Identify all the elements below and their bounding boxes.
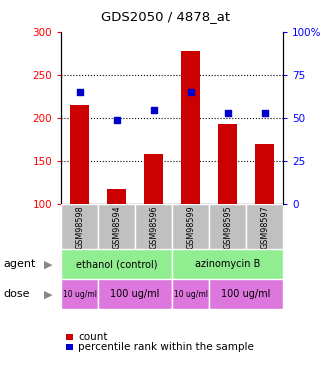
Bar [61,249,172,279]
Text: GSM98598: GSM98598 [75,205,84,249]
Bar [61,204,98,249]
Bar [98,204,135,249]
Bar [135,204,172,249]
Text: GSM98596: GSM98596 [149,205,158,249]
Text: percentile rank within the sample: percentile rank within the sample [78,342,254,352]
Bar [144,154,163,204]
Bar [255,144,274,204]
Text: 100 ug/ml: 100 ug/ml [111,290,160,299]
Text: GSM98597: GSM98597 [260,205,269,249]
Text: GDS2050 / 4878_at: GDS2050 / 4878_at [101,10,230,23]
Text: 10 ug/ml: 10 ug/ml [63,290,97,299]
Text: count: count [78,332,108,342]
Bar [181,51,200,204]
Text: GSM98594: GSM98594 [112,205,121,249]
Point [225,110,230,116]
Text: GSM98595: GSM98595 [223,205,232,249]
Bar [218,124,237,204]
Bar [172,249,283,279]
Bar [172,204,209,249]
Point [114,117,119,123]
Text: agent: agent [3,260,36,269]
Point [77,89,82,95]
Text: ▶: ▶ [44,290,52,299]
Point [262,110,267,116]
Bar [209,279,283,309]
Bar [98,279,172,309]
Bar [209,204,246,249]
Bar [108,189,126,204]
Bar [246,204,283,249]
Point [188,89,193,95]
Text: 100 ug/ml: 100 ug/ml [221,290,271,299]
Text: azinomycin B: azinomycin B [195,260,260,269]
Bar [61,279,98,309]
Bar [71,105,89,204]
Text: ethanol (control): ethanol (control) [76,260,158,269]
Text: GSM98599: GSM98599 [186,205,195,249]
Bar [172,279,209,309]
Text: dose: dose [3,290,30,299]
Text: 10 ug/ml: 10 ug/ml [173,290,208,299]
Point [151,106,156,112]
Text: ▶: ▶ [44,260,52,269]
